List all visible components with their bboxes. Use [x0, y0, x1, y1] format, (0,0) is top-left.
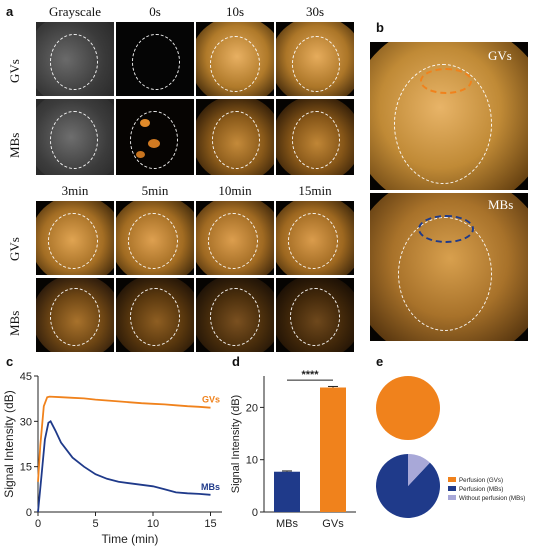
e-legend-swatch	[448, 486, 456, 491]
c-series-line-gvs	[37, 395, 211, 482]
us-image-gvs-15min	[276, 201, 354, 275]
chart-c-line: 0 15 30 45 0 5 10 15 Time (min) Signal Intensity …	[2, 371, 222, 546]
us-image-gvs-3min	[36, 201, 114, 275]
panel-e-letter: e	[376, 354, 384, 369]
d-y-tick-label: 10	[246, 455, 258, 467]
panel-c-letter: c	[6, 354, 14, 369]
c-series-line-mbs	[37, 419, 211, 513]
e-legend-swatch	[448, 477, 456, 482]
c-y-tick-label: 15	[20, 462, 32, 474]
b-label-gvs: GVs	[488, 48, 512, 63]
c-x-tick-label: 0	[35, 518, 41, 530]
us-image-mbs-3min	[36, 278, 114, 352]
c-x-tick-label: 10	[147, 518, 159, 530]
us-image-mbs-30s	[276, 99, 354, 175]
header-15min: 15min	[298, 183, 332, 198]
header-3min: 3min	[61, 183, 89, 198]
c-y-axis-label: Signal Intensity (dB)	[2, 390, 16, 497]
chart-e-pie: Perfusion (GVs) Perfusion (MBs) Without pe…	[376, 376, 525, 518]
header-10min: 10min	[218, 183, 252, 198]
us-image-mbs-10min	[196, 278, 274, 352]
d-y-axis-label: Signal Intensity (dB)	[230, 395, 242, 493]
d-y-tick-label: 0	[252, 507, 258, 519]
header-30s: 30s	[305, 4, 325, 19]
row-label-mbs-top: MBs	[7, 132, 22, 158]
d-x-tick-label: GVs	[322, 518, 344, 530]
c-x-axis-label: Time (min)	[102, 532, 159, 546]
c-series-label-mbs: MBs	[201, 482, 220, 492]
header-10s: 10s	[225, 4, 245, 19]
c-x-tick-label: 5	[92, 518, 98, 530]
us-image-b-gvs: GVs	[370, 42, 528, 190]
us-image-b-mbs: MBs	[370, 193, 528, 341]
us-image-mbs-0s	[116, 99, 194, 175]
d-significance-label: ****	[301, 369, 319, 381]
c-y-tick-label: 45	[20, 371, 32, 383]
us-image-gvs-10min	[196, 201, 274, 275]
d-y-tick-label: 20	[246, 402, 258, 414]
header-5min: 5min	[141, 183, 169, 198]
c-x-tick-label: 15	[204, 518, 216, 530]
row-label-mbs-bottom: MBs	[7, 310, 22, 336]
e-pie-slice-2-0	[376, 454, 441, 518]
c-y-tick-label: 30	[20, 416, 32, 428]
c-y-tick-label: 0	[26, 507, 32, 519]
d-bar-gvs	[320, 387, 346, 512]
us-image-gvs-5min	[116, 201, 194, 275]
panel-d-letter: d	[232, 354, 240, 369]
us-image-mbs-15min	[276, 278, 354, 352]
e-legend-label: Perfusion (MBs)	[459, 486, 503, 493]
e-pie-slice-2-1	[408, 454, 430, 486]
panel-b-letter: b	[376, 20, 384, 35]
d-x-tick-label: MBs	[276, 518, 299, 530]
c-series-label-gvs: GVs	[202, 395, 220, 405]
us-image-gvs-30s	[276, 22, 354, 96]
us-image-gvs-10s	[196, 22, 274, 96]
us-image-mbs-grayscale	[36, 99, 114, 175]
us-image-gvs-0s	[116, 22, 194, 96]
e-legend-label: Perfusion (GVs)	[459, 477, 503, 484]
b-label-mbs: MBs	[488, 197, 514, 212]
us-image-mbs-5min	[116, 278, 194, 352]
row-label-gvs-top: GVs	[7, 59, 22, 83]
e-pie-slice-1	[376, 376, 440, 440]
chart-d-bar: 0 10 20 Signal Intensity (dB) MBs GVs ****	[230, 369, 356, 530]
panel-a-letter: a	[6, 4, 14, 19]
us-image-gvs-grayscale	[36, 22, 114, 96]
row-label-gvs-bottom: GVs	[7, 237, 22, 261]
e-legend-swatch	[448, 495, 456, 500]
e-legend-label: Without perfusion (MBs)	[459, 495, 525, 502]
us-image-mbs-10s	[196, 99, 274, 175]
header-0s: 0s	[149, 4, 161, 19]
header-grayscale: Grayscale	[49, 4, 101, 19]
d-bar-mbs	[274, 471, 300, 512]
